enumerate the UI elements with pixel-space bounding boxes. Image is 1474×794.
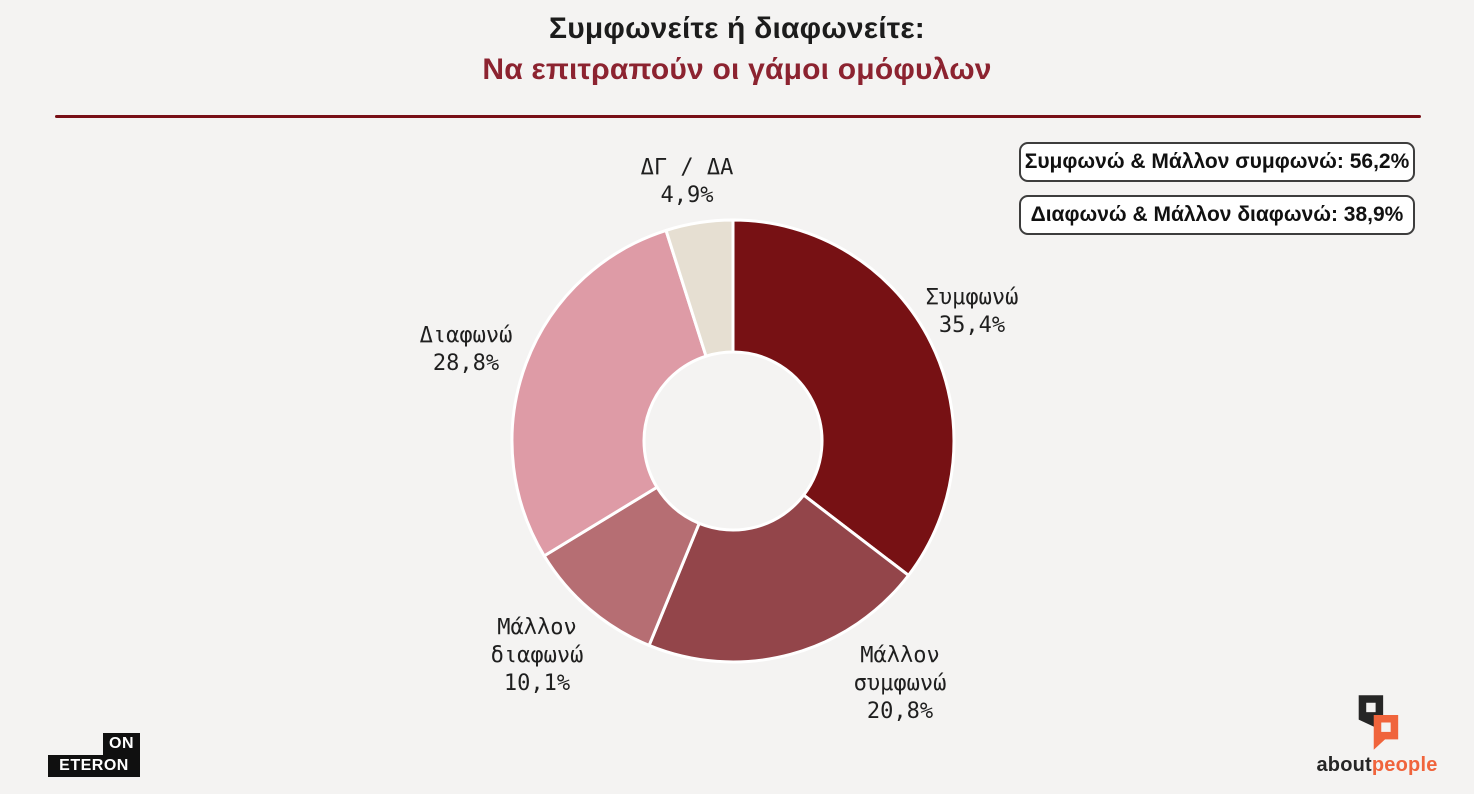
- dark-bubble-hole: [1365, 702, 1376, 713]
- donut-chart: [510, 218, 956, 664]
- summary-box-disagree: Διαφωνώ & Μάλλον διαφωνώ: 38,9%: [1019, 195, 1415, 235]
- donut-slice-1: [647, 493, 910, 664]
- page-subtitle: Να επιτραπούν οι γάμοι ομόφυλων: [482, 53, 992, 86]
- slice-label-dont-know: ΔΓ / ΔΑ 4,9%: [577, 154, 797, 210]
- donut-slice-3: [510, 228, 708, 558]
- orange-bubble-hole: [1380, 722, 1391, 732]
- aboutpeople-word-people: people: [1371, 754, 1438, 776]
- aboutpeople-word-about: about: [1316, 754, 1372, 776]
- donut-slice-4: [664, 218, 735, 358]
- eteron-logo-eteron-text: ETERON: [48, 755, 140, 777]
- aboutpeople-logo: aboutpeople: [1316, 695, 1437, 777]
- eteron-logo-top-row: ON: [48, 733, 140, 755]
- slice-value-disagree: 28,8%: [432, 351, 500, 376]
- eteron-logo: ON ETERON: [48, 733, 140, 777]
- slice-label-rather-disagree: Μάλλον διαφωνώ 10,1%: [427, 614, 647, 698]
- slice-value-rather-disagree: 10,1%: [503, 671, 571, 696]
- aboutpeople-speech-bubbles-icon: [1358, 695, 1398, 750]
- page-title: Συμφωνείτε ή διαφωνείτε:: [549, 12, 925, 45]
- slice-value-dont-know: 4,9%: [660, 183, 714, 208]
- slice-label-agree: Συμφωνώ 35,4%: [862, 284, 1082, 340]
- slice-value-agree: 35,4%: [938, 313, 1006, 338]
- slice-value-rather-agree: 20,8%: [866, 699, 934, 724]
- summary-box-agree-text: Συμφωνώ & Μάλλον συμφωνώ: 56,2%: [1024, 150, 1410, 173]
- summary-box-agree: Συμφωνώ & Μάλλον συμφωνώ: 56,2%: [1019, 142, 1415, 182]
- donut-slice-0: [731, 218, 956, 577]
- orange-speech-bubble: [1373, 714, 1398, 750]
- title-divider-line: [55, 115, 1421, 118]
- eteron-logo-on-text: ON: [103, 733, 140, 755]
- slice-label-rather-agree: Μάλλον συμφωνώ 20,8%: [790, 642, 1010, 726]
- aboutpeople-wordmark: aboutpeople: [1316, 754, 1437, 777]
- summary-box-disagree-text: Διαφωνώ & Μάλλον διαφωνώ: 38,9%: [1030, 203, 1404, 226]
- slice-label-disagree: Διαφωνώ 28,8%: [356, 322, 576, 378]
